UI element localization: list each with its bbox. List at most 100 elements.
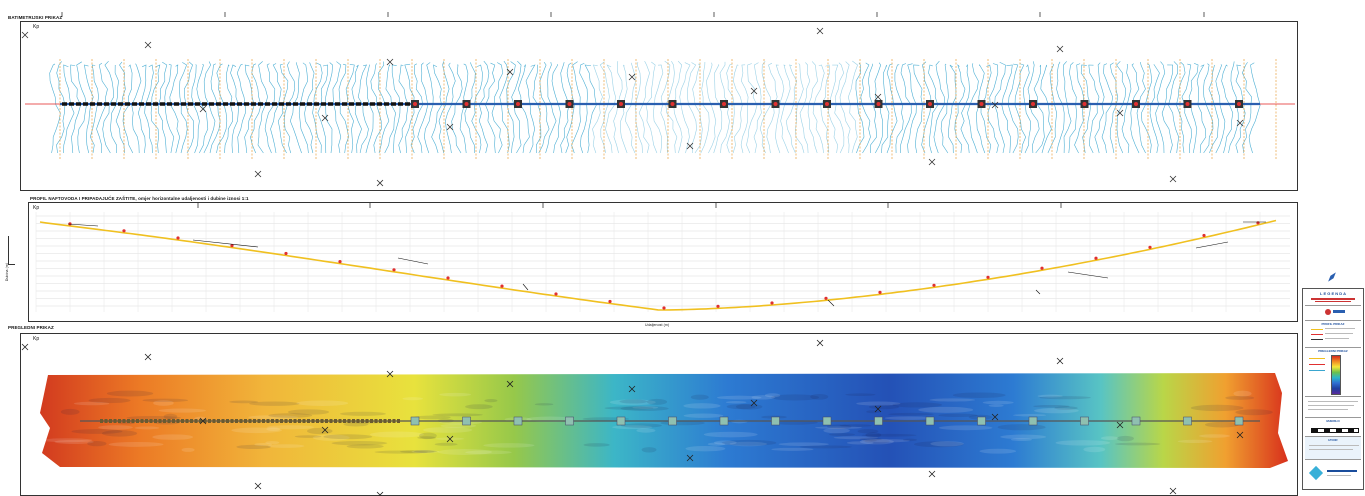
legend-color-ramp [1331, 355, 1341, 395]
contour-line [63, 64, 75, 154]
bathy-kp-label: Kp [33, 24, 40, 30]
relief-texture [1037, 394, 1063, 398]
relief-texture [861, 433, 917, 437]
survey-cross [1236, 119, 1244, 127]
contour-line [444, 62, 456, 154]
profile-marker [230, 244, 234, 248]
contour-line [244, 64, 255, 154]
bathymetry-contour-map [21, 27, 1295, 187]
relief-texture [632, 406, 659, 409]
relief-texture [306, 427, 333, 435]
survey-cross [1056, 357, 1064, 365]
protection-marker [979, 102, 984, 106]
annotation-leader [1195, 241, 1229, 249]
relief-texture [703, 431, 758, 438]
contour-line [913, 64, 923, 154]
relief-texture [1010, 438, 1032, 442]
survey-cross [378, 491, 384, 496]
contour-line [855, 62, 865, 154]
relief-texture [339, 411, 386, 416]
protection-marker [1134, 102, 1138, 106]
legend-logo-block [1305, 306, 1361, 321]
legend-overview-section: PREGLEDNI PRIKAZ [1305, 348, 1361, 397]
relief-texture [815, 426, 863, 430]
contour-line [325, 62, 333, 154]
relief-texture [828, 433, 855, 437]
annotation-leader [192, 239, 259, 248]
relief-texture [287, 409, 330, 415]
relief-texture [437, 449, 492, 455]
protection-marker [928, 102, 932, 106]
contour-line [538, 62, 550, 154]
relief-texture [770, 394, 820, 401]
contour-line [807, 61, 818, 154]
relief-texture [952, 392, 1006, 398]
contour-line [976, 63, 986, 154]
protection-block [1183, 416, 1192, 426]
profile-panel-title: PROFIL NAFTOVODA I PRIPADAJUĆE ZAŠTITE, … [30, 196, 249, 201]
relief-texture [620, 406, 669, 412]
relief-texture [979, 448, 1017, 454]
protection-marker [1031, 102, 1035, 106]
contour-line [599, 61, 610, 154]
relief-texture [764, 393, 781, 398]
legend-section-profile: PROFIL PRIKAZ [1321, 322, 1345, 326]
protection-marker [773, 102, 778, 106]
profile-marker [500, 284, 504, 288]
contour-line [775, 64, 785, 154]
relief-texture [483, 443, 535, 448]
relief-texture [1100, 436, 1119, 440]
relief-texture [323, 434, 373, 440]
contour-line [1188, 62, 1199, 154]
contour-line [1248, 62, 1261, 154]
protection-block [565, 416, 574, 426]
survey-cross [991, 101, 999, 109]
contour-line [451, 64, 463, 154]
annotation-leader [827, 299, 835, 307]
relief-texture [419, 432, 437, 439]
contour-line [679, 62, 691, 154]
contour-line [56, 61, 66, 154]
survey-cross [1116, 421, 1124, 429]
contour-line [1109, 62, 1119, 154]
relief-texture [914, 441, 964, 448]
survey-cross [144, 353, 152, 361]
contour-line [404, 63, 415, 154]
relief-texture [902, 438, 917, 442]
relief-texture [346, 444, 384, 449]
protection-marker [413, 102, 417, 106]
relief-texture [60, 408, 80, 415]
contour-line [257, 61, 268, 154]
profile-marker [608, 299, 612, 304]
contour-line [551, 64, 561, 154]
relief-texture [88, 397, 131, 404]
contour-line [740, 64, 749, 154]
relief-texture [1204, 421, 1240, 428]
contour-line [1116, 61, 1127, 154]
protection-block [977, 416, 986, 426]
profile-side-bracket [8, 236, 15, 265]
relief-texture [997, 424, 1046, 431]
legend-section-source: IZVOR [1328, 438, 1338, 442]
relief-texture [864, 439, 890, 444]
relief-texture [778, 442, 829, 447]
contour-line [298, 62, 309, 154]
relief-texture [721, 439, 777, 446]
protection-marker [464, 102, 469, 106]
relief-texture [369, 431, 424, 438]
contour-line [317, 64, 329, 154]
relief-texture [248, 415, 299, 420]
relief-texture [1054, 406, 1078, 410]
profile-y-axis-label: Dubina (m) [5, 262, 10, 282]
relief-texture [432, 413, 483, 417]
relief-texture [938, 413, 978, 418]
relief-texture [846, 441, 874, 445]
contour-line [1040, 64, 1052, 154]
survey-cross [506, 380, 514, 388]
relief-texture [265, 441, 280, 445]
contour-line [304, 62, 315, 154]
profile-marker [770, 301, 774, 305]
contour-line [169, 64, 181, 154]
relief-texture [413, 415, 451, 420]
contour-line [49, 63, 61, 154]
